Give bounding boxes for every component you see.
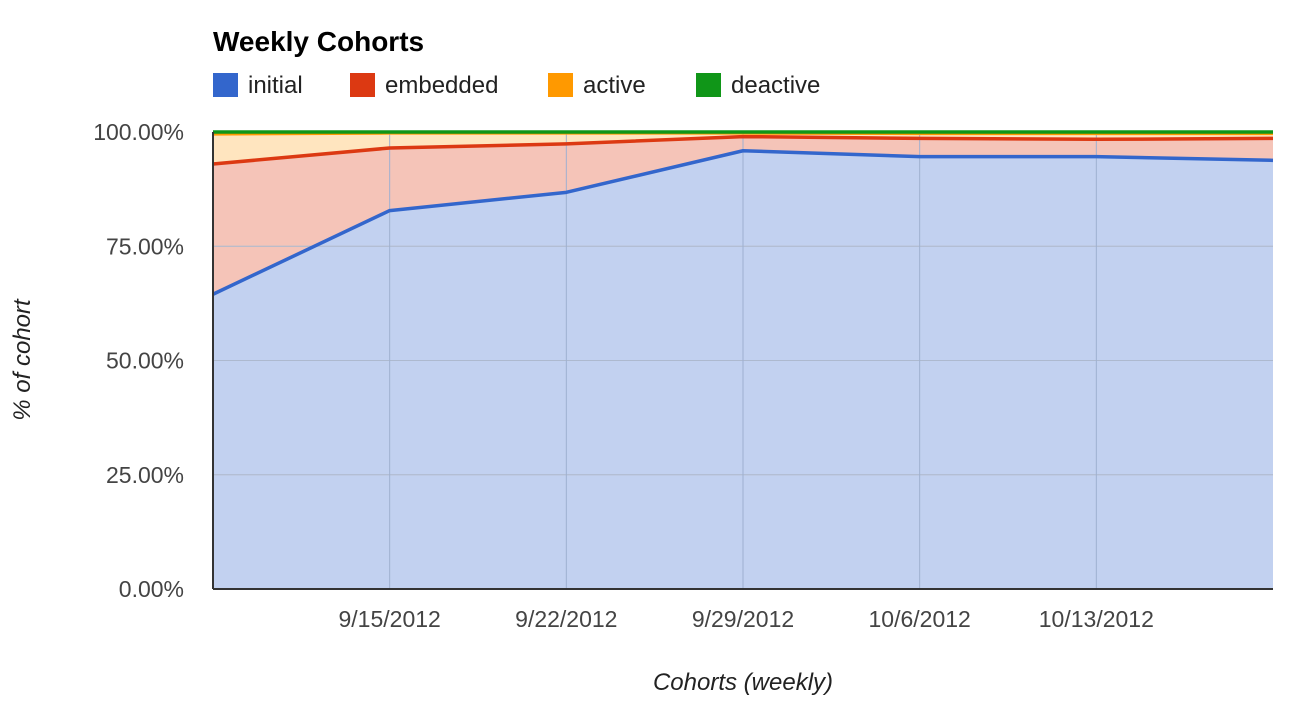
legend-swatch	[696, 73, 721, 97]
x-tick-label: 9/15/2012	[339, 606, 441, 632]
y-tick-labels: 0.00% 25.00% 50.00% 75.00% 100.00%	[93, 119, 184, 602]
legend-swatch	[350, 73, 375, 97]
line-embedded	[212, 134, 1274, 166]
x-tick-label: 9/22/2012	[515, 606, 617, 632]
area-embedded	[213, 136, 1273, 295]
legend-label: deactive	[731, 72, 820, 99]
legend-swatch	[548, 73, 573, 97]
legend-item-embedded[interactable]: embedded	[350, 72, 498, 99]
legend-item-active[interactable]: active	[548, 72, 646, 99]
x-tick-labels: 9/15/2012 9/22/2012 9/29/2012 10/6/2012 10/1…	[339, 606, 1154, 632]
y-tick-label: 25.00%	[106, 462, 184, 488]
legend-item-deactive[interactable]: deactive	[696, 72, 820, 99]
line-initial	[212, 148, 1274, 296]
series-lines	[212, 130, 1274, 296]
y-axis-title: % of cohort	[9, 298, 36, 421]
legend-label: active	[583, 72, 646, 99]
x-tick-label: 10/13/2012	[1039, 606, 1154, 632]
legend-item-initial[interactable]: initial	[213, 72, 303, 99]
y-tick-label: 75.00%	[106, 233, 184, 259]
x-axis-title: Cohorts (weekly)	[653, 669, 833, 696]
legend-label: initial	[248, 72, 303, 99]
legend-label: embedded	[385, 72, 498, 99]
axes	[212, 132, 1273, 590]
chart-legend: initial embedded active deactive	[213, 72, 820, 99]
y-tick-label: 100.00%	[93, 119, 184, 145]
area-active	[213, 132, 1273, 164]
x-tick-label: 9/29/2012	[692, 606, 794, 632]
y-tick-label: 0.00%	[119, 576, 184, 602]
legend-swatch	[213, 73, 238, 97]
y-tick-label: 50.00%	[106, 348, 184, 374]
chart-title: Weekly Cohorts	[213, 26, 424, 57]
x-tick-label: 10/6/2012	[869, 606, 971, 632]
